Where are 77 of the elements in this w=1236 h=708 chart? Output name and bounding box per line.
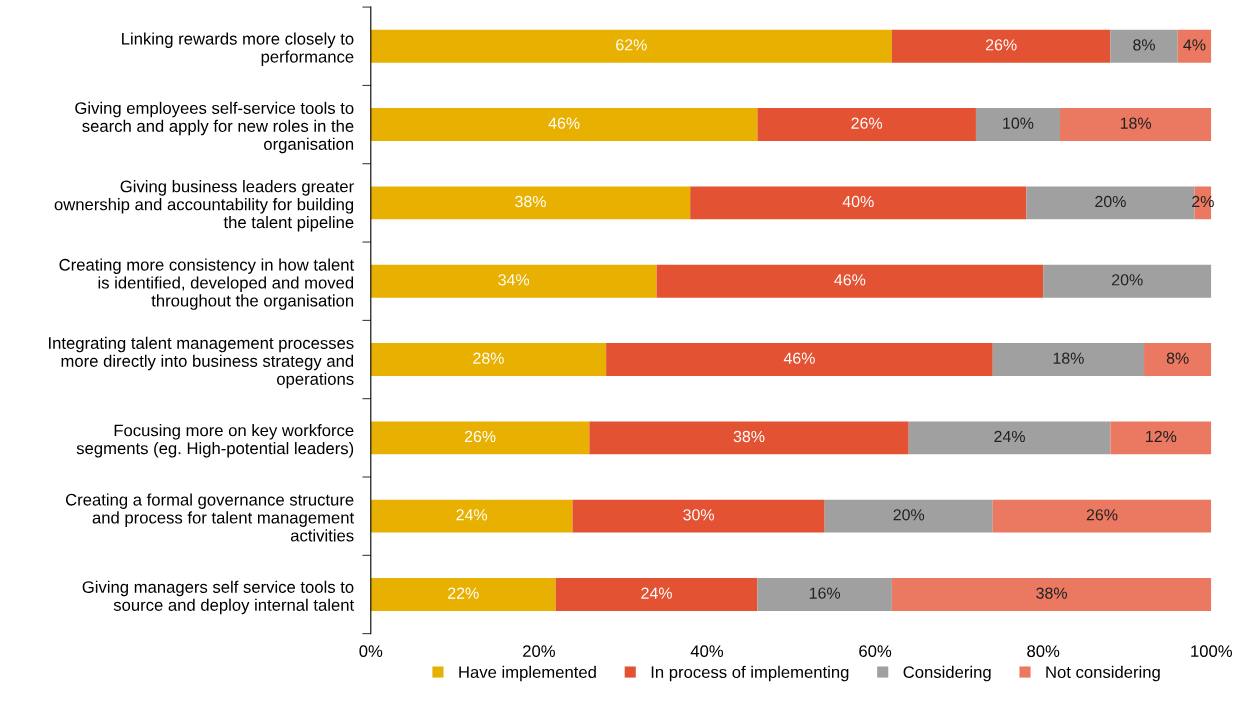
bar [1110,29,1178,63]
data-label: 38% [515,195,546,208]
data-label: 34% [498,274,530,286]
data-label: 46% [834,274,866,286]
x-tick-label: 20% [523,645,555,658]
y-tick-label: Focusing more on key workforce segments (eg. High-potential leaders) [76,424,354,458]
bar [572,499,825,533]
bar [656,264,1044,298]
x-tick-label: 0% [359,645,383,658]
data-label: 12% [1146,430,1177,443]
bar [1059,108,1212,142]
data-label: 24% [456,509,488,521]
bar [370,186,691,220]
bar [606,343,993,376]
y-tick-label: Giving managers self service tools to source and deploy internal talent [82,580,355,615]
data-label: 62% [616,39,647,51]
bar [757,578,892,611]
bar [824,499,993,533]
bar [908,421,1111,455]
legend-label: In process of implementing [651,665,849,682]
bar [757,108,976,142]
legend-label: Not considering [1046,665,1160,682]
legend-label: Have implemented [459,665,596,682]
bar [370,343,607,376]
data-label: 28% [473,352,504,364]
bar [690,186,1027,220]
bar [992,343,1145,376]
bar [1177,29,1212,63]
data-label: 20% [1095,195,1126,208]
data-label: 22% [448,587,479,599]
bar [370,264,657,298]
data-label: 18% [1053,352,1084,364]
y-tick-label: Creating more consistency in how talent is identified, developed and moved throughout the organisation [59,258,355,310]
data-label: 10% [1003,117,1034,129]
bar [589,421,909,455]
bar [370,29,892,63]
data-label: 38% [1036,587,1068,599]
bar [1043,264,1212,298]
bar [1110,421,1212,455]
data-label: 38% [733,430,765,443]
data-label: 40% [842,195,874,208]
data-label: 30% [683,509,714,521]
data-label: 18% [1120,117,1152,129]
data-label: 20% [1112,274,1143,286]
data-label: 20% [893,509,925,521]
bar [891,578,1212,611]
y-tick-label: Linking rewards more closely to performance [122,32,354,66]
x-tick-label: 60% [859,645,892,658]
bar [555,578,758,611]
legend-label: Considering [903,665,991,682]
data-label: 16% [809,587,841,599]
data-label: 4% [1183,39,1206,51]
data-label: 8% [1166,352,1189,364]
bar [370,499,573,533]
data-label: 26% [464,430,496,443]
data-label: 24% [994,430,1025,443]
y-tick-label: Giving employees self-service tools to search and apply for new roles in the organisation [75,101,354,154]
y-tick-label: Giving business leaders greater ownership and accountability for building the talent pipeline [54,180,354,232]
data-label: 26% [851,117,883,129]
x-tick-label: 100% [1191,645,1232,658]
bar [370,108,758,142]
data-label: 46% [548,117,580,129]
data-label: 26% [1086,509,1118,521]
y-tick-label: Integrating talent management processes more directly into business strategy and operations [49,336,354,389]
bar [1144,343,1212,376]
bar [370,578,556,611]
bar [370,421,590,455]
x-tick-label: 40% [690,645,724,658]
bar [975,108,1060,142]
y-tick-label: Creating a formal governance structure and process for talent management activities [65,493,355,542]
bar [992,499,1212,533]
x-tick-label: 80% [1027,645,1060,658]
bar [891,29,1111,63]
data-label: 24% [641,587,672,599]
data-label: 8% [1133,39,1156,51]
data-label: 46% [783,352,815,364]
data-label: 26% [985,39,1017,51]
